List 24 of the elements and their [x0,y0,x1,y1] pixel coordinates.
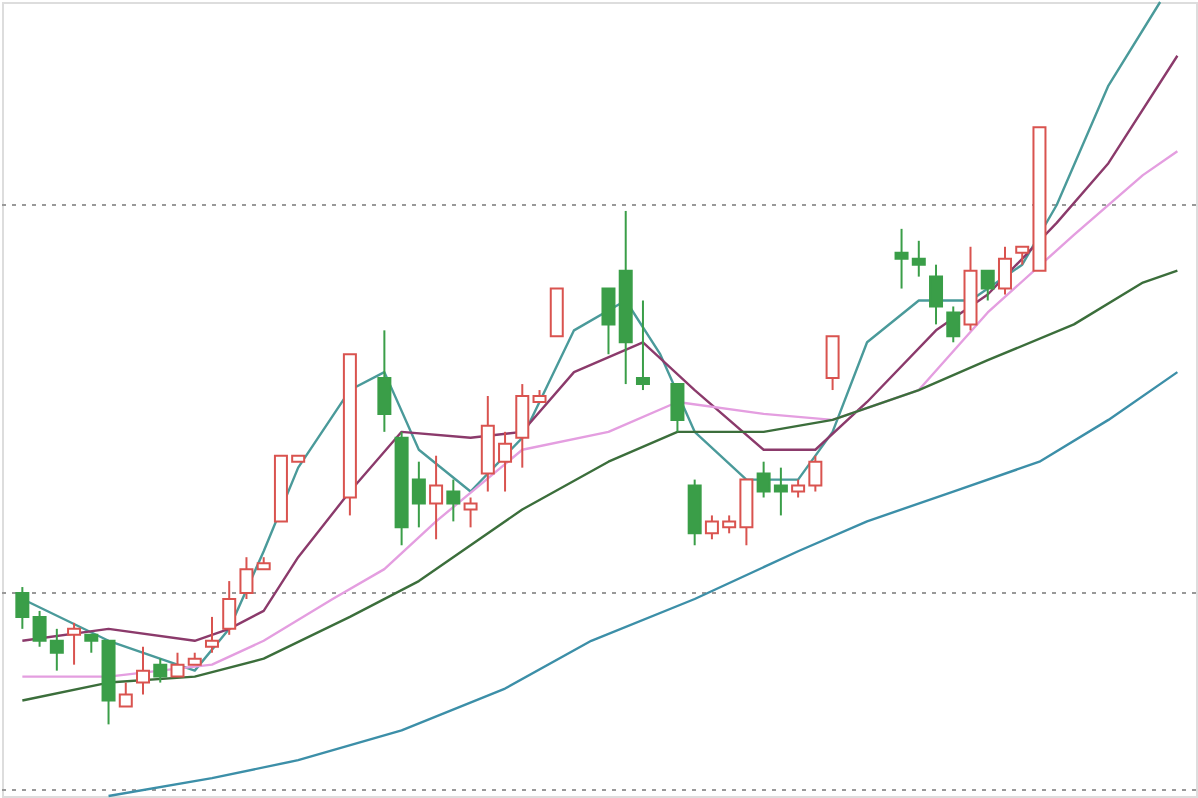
candlestick [929,263,944,326]
candlestick [463,496,478,529]
candlestick [136,645,151,696]
candlestick [825,335,840,392]
candlestick [515,383,530,469]
candlestick [549,287,564,338]
candlestick [687,478,702,547]
candlestick [997,245,1012,296]
candlestick [429,454,444,541]
candlestick [222,580,237,636]
candlestick [118,681,133,708]
candlestick [635,299,650,392]
candlestick [239,556,254,600]
candlestick [67,621,82,666]
candlestick [15,586,30,630]
candlestick [153,657,168,684]
candlestick [601,287,616,356]
candlestick [980,269,995,302]
candlestick [946,305,961,344]
candlestick [204,615,219,654]
candlestick [446,478,461,523]
candlestick [377,329,392,433]
candlestick [670,383,685,433]
candlestick [170,651,185,678]
